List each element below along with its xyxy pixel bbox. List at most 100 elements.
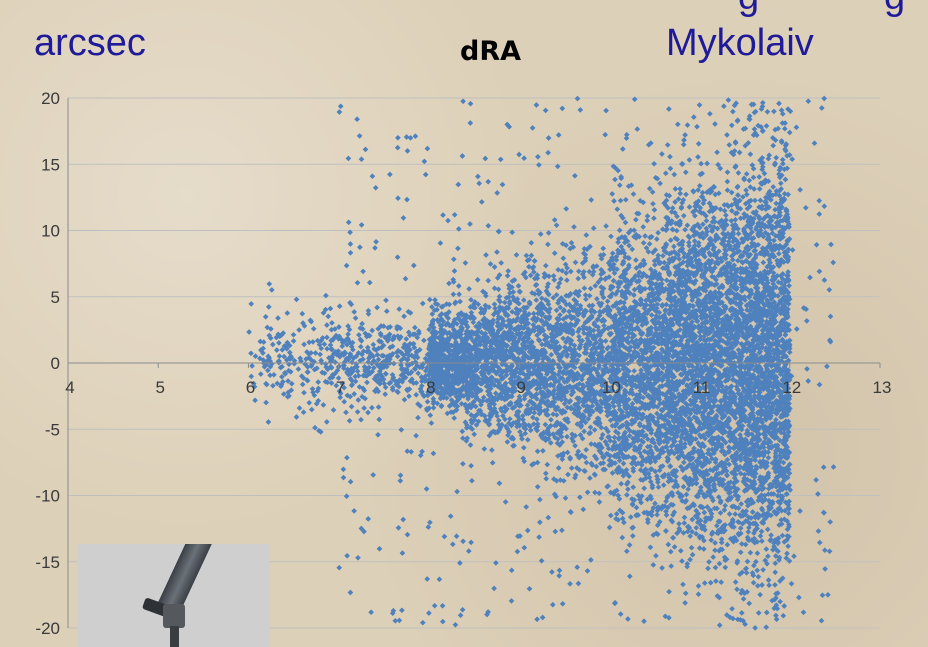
- data-point: [597, 499, 603, 505]
- data-point: [726, 142, 732, 148]
- data-point: [402, 397, 408, 403]
- data-point: [738, 549, 744, 555]
- data-point: [301, 409, 307, 415]
- data-point: [584, 460, 590, 466]
- data-point: [587, 475, 593, 481]
- data-point: [763, 624, 769, 630]
- data-point: [324, 335, 330, 341]
- data-point: [355, 409, 361, 415]
- data-point: [505, 273, 511, 279]
- data-point: [588, 286, 594, 292]
- data-point: [296, 366, 302, 372]
- data-point: [439, 404, 445, 410]
- data-point: [466, 286, 472, 292]
- data-point: [739, 610, 745, 616]
- data-point: [621, 461, 627, 467]
- data-point: [551, 277, 557, 283]
- data-point: [358, 344, 364, 350]
- data-point: [610, 250, 616, 256]
- data-point: [587, 293, 593, 299]
- data-point: [554, 222, 560, 228]
- data-point: [413, 392, 419, 398]
- data-point: [468, 442, 474, 448]
- data-point: [656, 484, 662, 490]
- data-point: [748, 550, 754, 556]
- data-point: [301, 390, 307, 396]
- data-point: [411, 341, 417, 347]
- data-point: [665, 542, 671, 548]
- data-point: [274, 347, 280, 353]
- data-point: [505, 439, 511, 445]
- data-point: [356, 332, 362, 338]
- data-point: [755, 583, 761, 589]
- data-point: [376, 404, 382, 410]
- data-point: [696, 141, 702, 147]
- data-point: [315, 379, 321, 385]
- data-point: [624, 492, 630, 498]
- data-point: [276, 340, 282, 346]
- data-point: [517, 289, 523, 295]
- data-point: [297, 405, 303, 411]
- data-point: [415, 370, 421, 376]
- data-point: [291, 332, 297, 338]
- data-point: [618, 198, 624, 204]
- data-point: [583, 232, 589, 238]
- data-point: [507, 416, 513, 422]
- data-point: [713, 578, 719, 584]
- data-point: [403, 336, 409, 342]
- data-point: [324, 419, 330, 425]
- data-point: [498, 260, 504, 266]
- data-point: [548, 352, 554, 358]
- data-point: [446, 281, 452, 287]
- data-point: [475, 277, 481, 283]
- data-point: [722, 503, 728, 509]
- data-point: [395, 354, 401, 360]
- data-point: [301, 342, 307, 348]
- data-point: [516, 283, 522, 289]
- data-point: [535, 448, 541, 454]
- data-point: [246, 329, 252, 335]
- data-point: [329, 320, 335, 326]
- data-point: [263, 400, 269, 406]
- data-point: [661, 482, 667, 488]
- data-point: [370, 342, 376, 348]
- data-point: [533, 297, 539, 303]
- data-point: [614, 206, 620, 212]
- data-point: [564, 277, 570, 283]
- data-point: [757, 592, 763, 598]
- data-point: [401, 313, 407, 319]
- data-point: [524, 253, 530, 259]
- data-point: [266, 281, 272, 287]
- data-point: [705, 566, 711, 572]
- data-point: [284, 310, 290, 316]
- data-point: [588, 441, 594, 447]
- data-point: [565, 472, 571, 478]
- data-point: [485, 278, 491, 284]
- data-point: [337, 303, 343, 309]
- data-point: [249, 363, 255, 369]
- data-point: [492, 301, 498, 307]
- data-point: [605, 298, 611, 304]
- data-point: [492, 264, 498, 270]
- data-point: [617, 227, 623, 233]
- data-point: [324, 322, 330, 328]
- data-point: [543, 471, 549, 477]
- data-point: [429, 420, 435, 426]
- data-point: [564, 434, 570, 440]
- data-point: [573, 260, 579, 266]
- data-point: [300, 382, 306, 388]
- data-point: [631, 368, 637, 374]
- data-point: [734, 586, 740, 592]
- data-point: [552, 250, 558, 256]
- data-point: [269, 287, 275, 293]
- data-point: [305, 369, 311, 375]
- data-point: [563, 495, 569, 501]
- data-point: [765, 527, 771, 533]
- data-point: [556, 465, 562, 471]
- data-point: [277, 353, 283, 359]
- data-point: [619, 535, 625, 541]
- data-point: [412, 325, 418, 331]
- data-point: [420, 301, 426, 307]
- data-point: [696, 583, 702, 589]
- data-point: [248, 301, 254, 307]
